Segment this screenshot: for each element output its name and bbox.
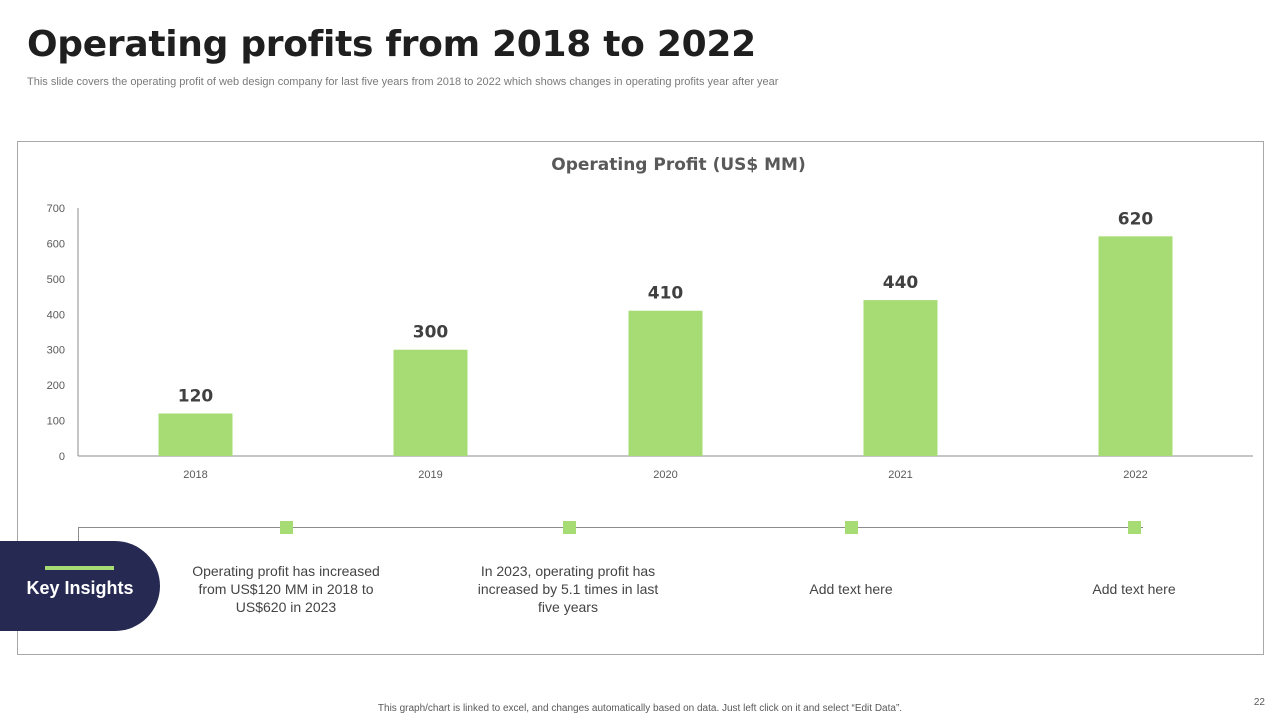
- y-tick-label: 400: [47, 309, 65, 321]
- insight-marker-3: [845, 521, 858, 534]
- insight-text-4[interactable]: Add text here: [1092, 581, 1176, 597]
- insights-timeline: [78, 527, 1143, 528]
- y-tick-label: 500: [47, 274, 65, 286]
- key-insights-label: Key Insights: [26, 578, 134, 598]
- insight-marker-1: [280, 521, 293, 534]
- data-label-2018: 120: [178, 386, 214, 406]
- x-tick-label-2020: 2020: [653, 469, 677, 481]
- chart-title: Operating Profit (US$ MM): [551, 155, 806, 175]
- page-number: 22: [1253, 697, 1265, 708]
- y-tick-label: 300: [47, 345, 65, 357]
- insight-text-1: Operating profit has increased from US$1…: [192, 563, 380, 615]
- insight-text-2: In 2023, operating profit has increased …: [477, 563, 659, 615]
- bar-2019: [393, 349, 468, 456]
- insight-marker-2: [563, 521, 576, 534]
- operating-profit-chart[interactable]: Operating Profit (US$ MM) 0 100 200 300 400 50…: [18, 142, 1263, 502]
- chart-panel: Operating Profit (US$ MM) 0 100 200 300 400 50…: [17, 141, 1264, 655]
- insight-marker-4: [1128, 521, 1141, 534]
- x-tick-label-2021: 2021: [888, 469, 912, 481]
- y-tick-label: 0: [59, 451, 65, 463]
- y-tick-label: 600: [47, 238, 65, 250]
- x-tick-label-2018: 2018: [183, 469, 207, 481]
- footer-note: This graph/chart is linked to excel, and…: [377, 703, 903, 714]
- y-tick-label: 100: [47, 416, 65, 428]
- bar-2018: [158, 413, 233, 456]
- data-label-2019: 300: [413, 323, 449, 343]
- y-tick-label: 200: [47, 380, 65, 392]
- page-subtitle: This slide covers the operating profit o…: [27, 76, 779, 88]
- key-insights-accent-bar: [45, 566, 114, 570]
- insight-text-3[interactable]: Add text here: [809, 581, 893, 597]
- x-tick-label-2022: 2022: [1123, 469, 1147, 481]
- bar-2020: [628, 310, 703, 456]
- y-tick-label: 700: [47, 203, 65, 215]
- data-label-2021: 440: [883, 273, 919, 293]
- bar-2021: [863, 300, 938, 456]
- data-label-2020: 410: [648, 284, 684, 304]
- bar-2022: [1098, 236, 1173, 456]
- data-label-2022: 620: [1118, 209, 1154, 229]
- page-title: Operating profits from 2018 to 2022: [27, 24, 756, 65]
- key-insights-badge: Key Insights: [0, 541, 160, 631]
- x-tick-label-2019: 2019: [418, 469, 442, 481]
